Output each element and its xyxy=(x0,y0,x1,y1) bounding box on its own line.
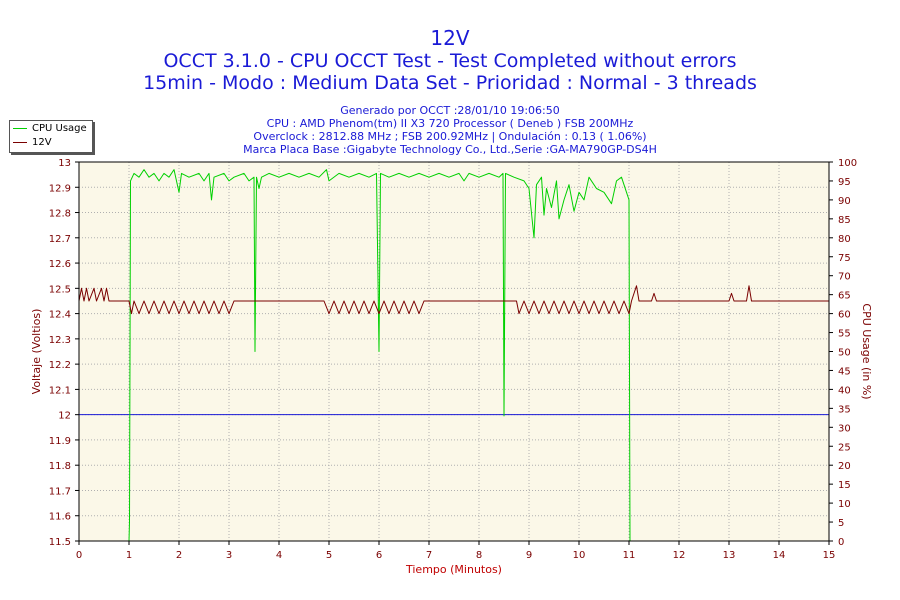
plot-border xyxy=(78,161,830,542)
series-line-12v xyxy=(78,285,829,315)
chart-title: 12V xyxy=(430,26,470,50)
y-right-tick-label: 70 xyxy=(838,272,851,283)
y-right-tick-label: 5 xyxy=(838,518,844,529)
legend-label-12v: 12V xyxy=(32,136,52,148)
series-line-cpu-usage xyxy=(79,169,829,542)
info-generated: Generado por OCCT :28/01/10 19:06:50 xyxy=(340,104,560,117)
x-tick-label: 13 xyxy=(723,550,736,561)
legend-label-cpu-usage: CPU Usage xyxy=(32,122,87,134)
y-right-tick-label: 60 xyxy=(838,310,851,321)
y-right-tick-label: 65 xyxy=(838,291,851,302)
legend-entry-12v: 12V xyxy=(10,135,92,149)
x-tick-label: 12 xyxy=(673,550,686,561)
y-left-tick-label: 13 xyxy=(58,158,71,169)
y-right-tick-label: 75 xyxy=(838,253,851,264)
info-board: Marca Placa Base :Gigabyte Technology Co… xyxy=(243,143,657,156)
x-tick-label: 1 xyxy=(126,550,132,561)
x-tick-label: 3 xyxy=(226,550,232,561)
y-right-tick-label: 40 xyxy=(838,385,851,396)
y-left-tick-label: 12.8 xyxy=(49,209,71,220)
y-right-tick-label: 50 xyxy=(838,348,851,359)
legend-swatch-cpu-usage xyxy=(13,127,27,129)
y-right-tick-label: 80 xyxy=(838,234,851,245)
y-left-tick-label: 11.7 xyxy=(49,486,71,497)
x-tick-label: 7 xyxy=(426,550,432,561)
y-left-tick-label: 11.8 xyxy=(49,461,71,472)
y-right-axis-label: CPU Usage (in %) xyxy=(860,303,873,399)
y-left-tick-label: 12.6 xyxy=(49,259,71,270)
y-left-tick-label: 11.9 xyxy=(49,436,71,447)
y-left-tick-label: 11.5 xyxy=(49,537,71,548)
x-tick-label: 2 xyxy=(176,550,182,561)
y-left-axis-label: Voltaje (Voltios) xyxy=(30,309,43,395)
chart-subtitle-test: OCCT 3.1.0 - CPU OCCT Test - Test Comple… xyxy=(163,50,737,72)
y-right-tick-label: 95 xyxy=(838,177,851,188)
y-left-tick-label: 12.3 xyxy=(49,335,71,346)
chart-subtitle-mode: 15min - Modo : Medium Data Set - Priorid… xyxy=(143,72,757,94)
y-left-tick-label: 11.6 xyxy=(49,512,71,523)
x-tick-label: 14 xyxy=(773,550,786,561)
y-right-tick-label: 25 xyxy=(838,442,851,453)
y-right-tick-label: 35 xyxy=(838,404,851,415)
x-tick-label: 5 xyxy=(326,550,332,561)
x-tick-label: 11 xyxy=(623,550,636,561)
info-overclock: Overclock : 2812.88 MHz ; FSB 200.92MHz … xyxy=(253,130,647,143)
y-left-tick-label: 12 xyxy=(58,411,71,422)
y-right-tick-label: 45 xyxy=(838,366,851,377)
chart-title-block: 12V OCCT 3.1.0 - CPU OCCT Test - Test Co… xyxy=(0,26,900,94)
legend-entry-cpu-usage: CPU Usage xyxy=(10,121,92,135)
y-right-tick-label: 20 xyxy=(838,461,851,472)
x-tick-label: 10 xyxy=(573,550,586,561)
y-left-tick-label: 12.4 xyxy=(49,310,71,321)
y-right-tick-label: 10 xyxy=(838,499,851,510)
y-left-tick-label: 12.7 xyxy=(49,234,71,245)
x-tick-label: 6 xyxy=(376,550,382,561)
y-right-tick-label: 0 xyxy=(838,537,844,548)
legend-swatch-12v xyxy=(13,141,27,143)
y-left-tick-label: 12.9 xyxy=(49,183,71,194)
y-right-tick-label: 15 xyxy=(838,480,851,491)
y-right-tick-label: 30 xyxy=(838,423,851,434)
x-tick-label: 9 xyxy=(526,550,532,561)
info-cpu: CPU : AMD Phenom(tm) II X3 720 Processor… xyxy=(266,117,634,130)
y-left-tick-label: 12.2 xyxy=(49,360,71,371)
chart-legend: CPU Usage 12V xyxy=(9,120,93,153)
x-tick-label: 8 xyxy=(476,550,482,561)
x-axis-label: Tiempo (Minutos) xyxy=(405,563,502,576)
y-left-tick-label: 12.5 xyxy=(49,284,71,295)
x-tick-label: 15 xyxy=(823,550,836,561)
y-right-tick-label: 100 xyxy=(838,158,857,169)
y-right-tick-label: 90 xyxy=(838,196,851,207)
y-left-tick-label: 12.1 xyxy=(49,385,71,396)
plot-area xyxy=(79,162,829,541)
x-tick-label: 0 xyxy=(76,550,82,561)
x-tick-label: 4 xyxy=(276,550,282,561)
system-info: Generado por OCCT :28/01/10 19:06:50 CPU… xyxy=(0,104,900,156)
y-right-tick-label: 55 xyxy=(838,329,851,340)
y-right-tick-label: 85 xyxy=(838,215,851,226)
